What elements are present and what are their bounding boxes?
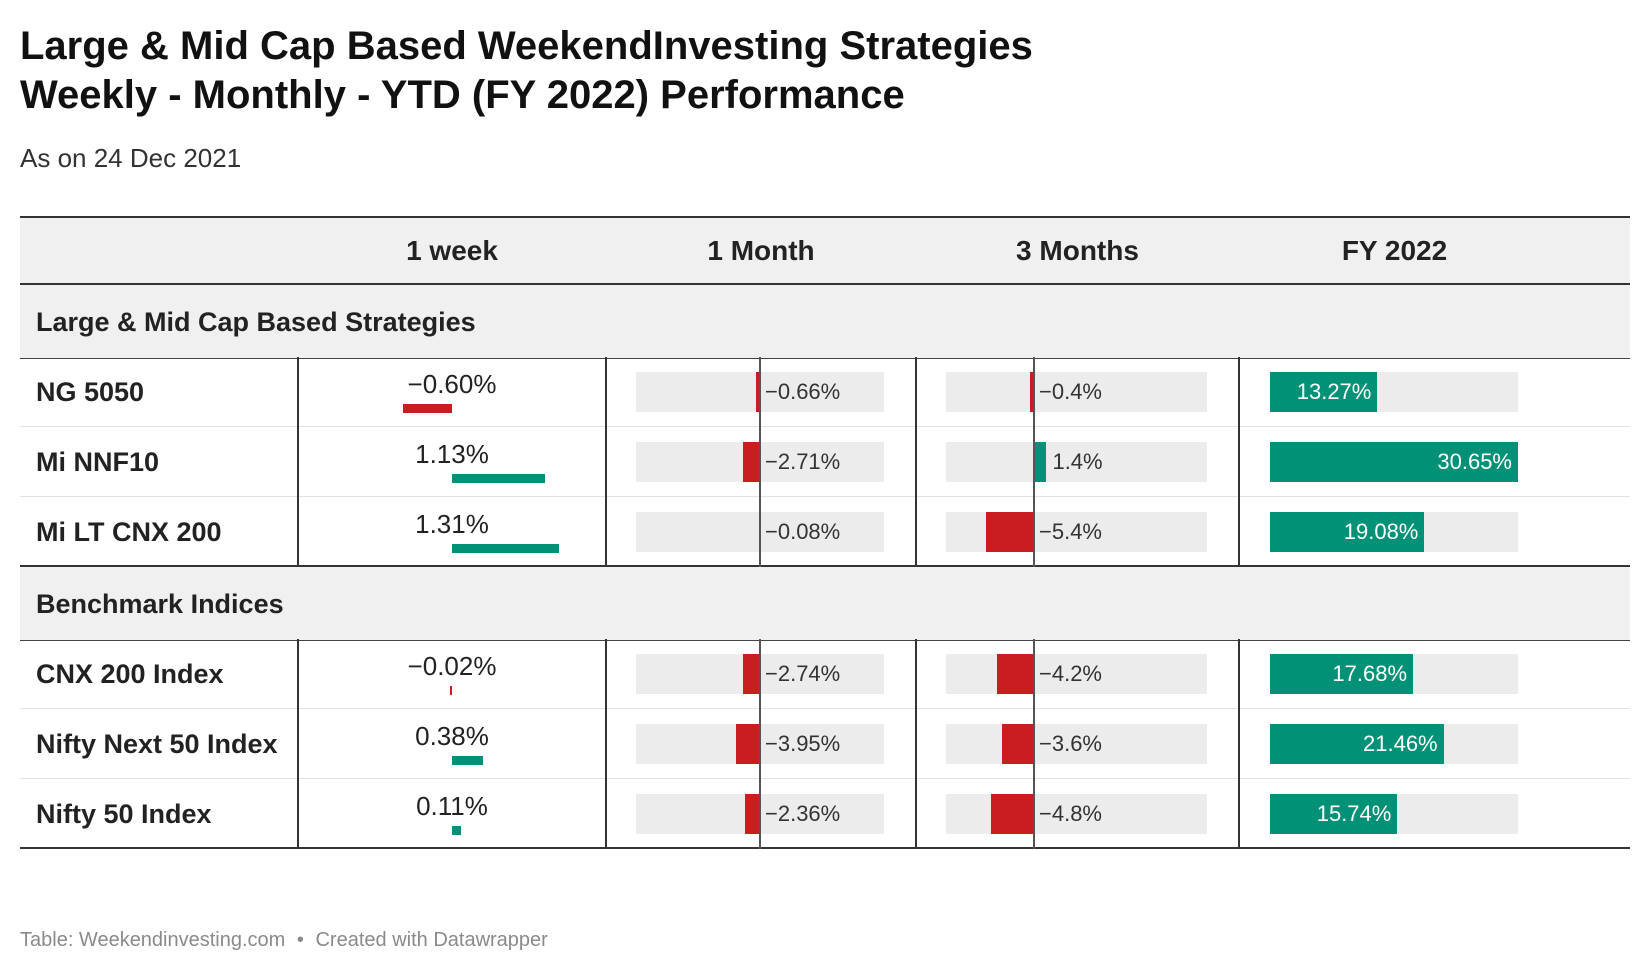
month-bar [755,372,760,412]
three-months-bar [996,654,1034,694]
row-name: Mi NNF10 [36,447,160,477]
fy-value-label: 30.65% [1437,449,1512,474]
three-months-bar [1030,372,1034,412]
three-months-value-label: −0.4% [1039,379,1102,404]
fy-bar [1270,724,1444,764]
fy-value-label: 13.27% [1296,379,1372,404]
table-row: CNX 200 Index −0.02% −2.74% −4.2% 17.68% [20,639,1630,709]
row-name: Nifty 50 Index [36,799,212,829]
column-divider [605,357,607,567]
column-divider [915,357,917,567]
footer: Table: Weekendinvesting.com • Created wi… [20,929,548,952]
fy-value-label: 19.08% [1343,519,1419,544]
row-name: NG 5050 [36,377,145,407]
month-value-label: −3.95% [765,731,841,756]
three-months-value-label: −5.4% [1039,519,1102,544]
table-header: 1 week 1 Month 3 Months FY 2022 [20,216,1630,285]
three-months-bar [1034,442,1047,482]
fy-bar [1270,512,1425,552]
column-divider [1238,357,1240,567]
fy-bar [1270,794,1398,834]
column-divider [915,639,917,849]
month-bar [745,794,760,834]
week-value-label: 0.11% [416,791,488,821]
header-fy-2022: FY 2022 [1341,235,1448,266]
week-value-label: 0.38% [415,721,489,751]
header-1-week: 1 week [406,235,498,266]
three-months-bar-track [946,372,1207,412]
week-value-label: −0.60% [407,369,497,399]
three-months-value-label: −4.8% [1039,801,1102,826]
table-row: Mi NNF10 1.13% −2.71% 1.4% 30.65% [20,427,1630,497]
three-months-zero-line [1033,639,1035,849]
three-months-bar [991,794,1034,834]
month-zero-line [759,639,761,849]
month-bar [743,442,760,482]
three-months-bar-track [946,654,1207,694]
week-value-label: 1.31% [415,509,489,539]
table-row: NG 5050 −0.60% −0.66% −0.4% 13.27% [20,357,1630,427]
three-months-value-label: −3.6% [1039,731,1102,756]
month-value-label: −2.74% [765,661,841,686]
header-1-month: 1 Month [707,235,815,266]
group-title: Large & Mid Cap Based Strategies [36,307,476,337]
group-title: Benchmark Indices [36,589,284,619]
week-bar [450,686,452,695]
month-bar [743,654,760,694]
three-months-zero-line [1033,357,1035,567]
three-months-bar-track [946,442,1207,482]
month-value-label: −0.08% [765,519,841,544]
footer-separator: • [296,929,304,951]
fy-bar [1270,442,1518,482]
month-zero-line [759,357,761,567]
week-bar [452,826,462,835]
week-bar [452,544,560,553]
week-value-label: 1.13% [415,439,489,469]
three-months-bar [985,512,1034,552]
week-bar [452,756,484,765]
column-divider [605,639,607,849]
fy-value-label: 15.74% [1316,801,1392,826]
group-header: Benchmark Indices [20,567,1630,641]
source-note: Table: Weekendinvesting.com [20,929,286,951]
table-row: Nifty Next 50 Index 0.38% −3.95% −3.6% 21.46… [20,709,1630,779]
three-months-value-label: −4.2% [1039,661,1102,686]
title-line-2: Weekly - Monthly - YTD (FY 2022) Perform… [20,73,905,117]
title-line-1: Large & Mid Cap Based WeekendInvesting S… [20,24,1033,68]
three-months-bar-track [946,724,1207,764]
month-value-label: −2.71% [765,449,841,474]
table-row: Mi LT CNX 200 1.31% −0.08% −5.4% 19.08% [20,497,1630,567]
three-months-value-label: 1.4% [1052,449,1103,474]
row-name: Nifty Next 50 Index [36,729,278,759]
month-bar [735,724,760,764]
group-header: Large & Mid Cap Based Strategies [20,285,1630,359]
three-months-bar-track [946,794,1207,834]
chart-title: Large & Mid Cap Based WeekendInvesting S… [20,22,1033,120]
three-months-bar [1001,724,1034,764]
fy-bar [1270,372,1378,412]
month-value-label: −2.36% [765,801,841,826]
header-3-months: 3 Months [1016,235,1139,266]
fy-value-label: 17.68% [1332,661,1408,686]
credit-note: Created with Datawrapper [315,929,548,951]
week-bar [452,474,545,483]
column-divider [297,357,299,567]
row-name: CNX 200 Index [36,659,224,689]
table-row: Nifty 50 Index 0.11% −2.36% −4.8% 15.74% [20,779,1630,849]
fy-value-label: 21.46% [1363,731,1438,756]
chart-subtitle: As on 24 Dec 2021 [20,143,242,173]
column-divider [1238,639,1240,849]
column-divider [297,639,299,849]
row-name: Mi LT CNX 200 [36,517,222,547]
week-bar [402,404,452,413]
week-value-label: −0.02% [407,651,497,681]
fy-bar [1270,654,1414,694]
month-value-label: −0.66% [765,379,841,404]
